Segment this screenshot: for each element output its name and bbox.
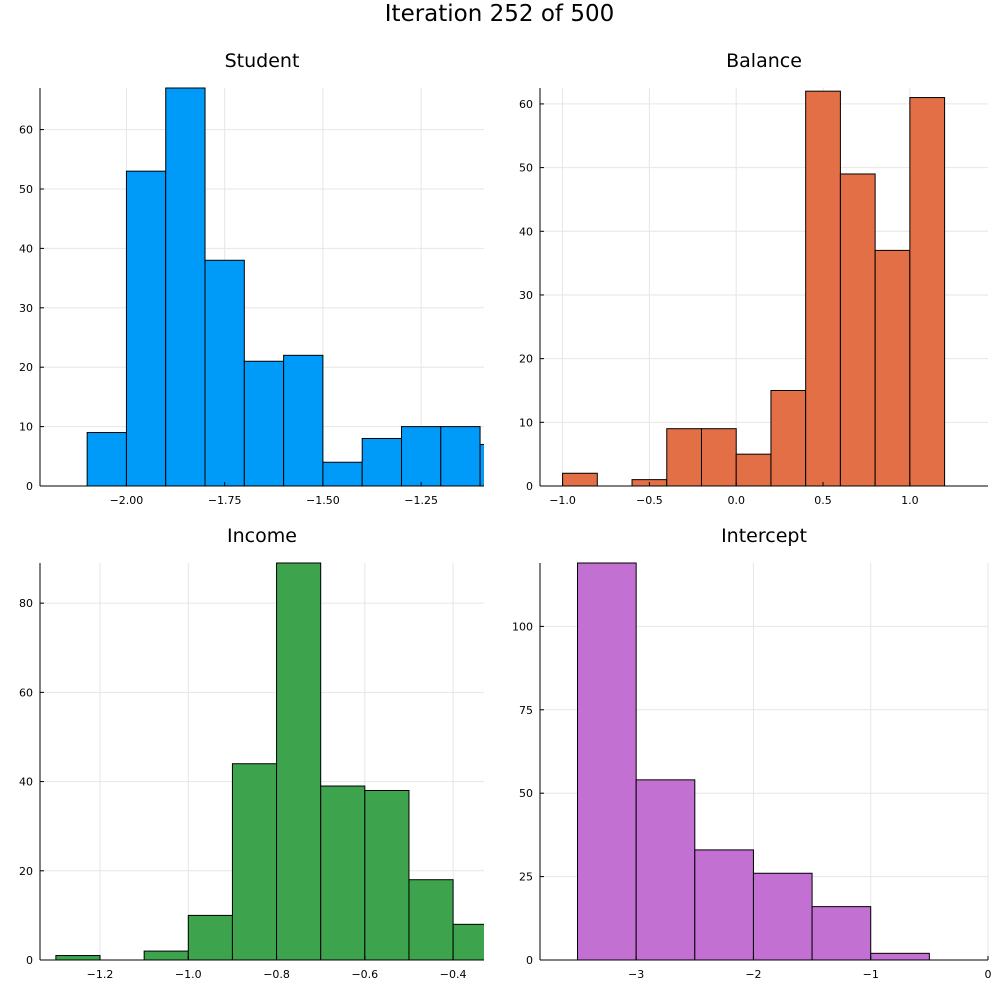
y-tick-label: 10 [19,421,33,434]
y-tick-label: 60 [19,124,33,137]
histogram-bar [635,779,696,960]
histogram-bar [700,428,737,486]
y-tick-label: 60 [519,98,533,111]
histogram-bar [276,562,322,960]
x-tick-label: −1 [863,968,879,981]
x-tick-label: −3 [628,968,644,981]
y-tick-label: 20 [19,361,33,374]
x-tick-label: −1.50 [306,494,340,507]
x-tick-label: −1.2 [87,968,114,981]
y-tick-label: 40 [19,242,33,255]
histogram-bar [361,437,402,486]
figure-title: Iteration 252 of 500 [384,1,615,27]
y-tick-label: 0 [26,954,33,967]
y-tick-label: 0 [26,480,33,493]
histogram-bar [55,955,101,960]
y-tick-label: 25 [519,871,533,884]
y-tick-label: 30 [519,289,533,302]
bars [577,562,930,960]
panel-title: Balance [726,50,802,72]
y-tick-label: 50 [519,162,533,175]
y-tick-label: 50 [19,183,33,196]
x-tick-label: −1.0 [549,494,576,507]
bars [55,562,484,960]
histogram-bar [364,789,410,960]
histogram-bar [243,360,285,486]
x-tick-label: −0.6 [351,968,378,981]
histogram-balance: −1.0 −0.5 0.0 0.5 1.0 0 10 20 30 40 50 60 Balance [519,50,988,507]
histogram-bar [479,443,484,486]
histogram-bar [125,170,167,486]
y-tick-label: 40 [519,225,533,238]
x-tick-label: 0.5 [814,494,832,507]
histogram-bar [562,472,598,486]
x-tick-label: 1.0 [901,494,919,507]
y-tick-label: 60 [19,686,33,699]
y-tick-label: 10 [519,416,533,429]
x-tick-label: −1.25 [404,494,438,507]
histogram-bar [320,785,366,960]
bars [562,90,946,486]
histogram-bar [909,97,946,486]
histogram-bar [408,879,454,960]
histogram-bar [143,950,189,960]
x-tick-label: −0.5 [636,494,663,507]
histogram-bar [400,426,442,486]
histogram-bar [870,952,930,960]
x-tick-label: −2 [745,968,761,981]
histogram-bar [577,562,637,960]
histogram-bar [283,354,324,486]
histogram-bar [694,849,754,960]
x-tick-label: 0.0 [727,494,745,507]
y-tick-label: 80 [19,597,33,610]
histogram-bar [874,249,911,486]
histogram-bar [322,461,363,486]
panel-title: Income [227,525,297,547]
histogram-bar [770,389,807,486]
histogram-bar [440,426,481,486]
y-tick-label: 40 [19,776,33,789]
y-tick-label: 20 [519,353,533,366]
y-tick-label: 0 [526,954,533,967]
histogram-bar [86,432,127,486]
y-tick-label: 75 [519,704,533,717]
y-tick-label: 0 [526,480,533,493]
y-tick-label: 50 [519,787,533,800]
y-tick-label: 20 [19,865,33,878]
histogram-bar [666,428,702,486]
histogram-bar [204,259,245,486]
histogram-income: −1.2 −1.0 −0.8 −0.6 −0.4 0 20 40 60 80 Income [19,525,484,981]
x-tick-label: −1.0 [175,968,202,981]
histogram-bar [231,763,278,960]
y-tick-label: 100 [512,620,533,633]
x-tick-label: 0 [985,968,992,981]
histogram-student: −2.00 −1.75 −1.50 −1.25 0 10 20 30 40 50 60 Student [19,50,484,507]
panel-title: Intercept [721,525,807,547]
x-tick-label: −0.8 [263,968,290,981]
bars [86,87,484,486]
histogram-bar [452,923,484,960]
panel-title: Student [225,50,300,72]
x-tick-label: −2.00 [110,494,144,507]
histogram-bar [811,906,872,960]
histogram-bar [805,90,841,486]
x-tick-label: −1.75 [208,494,242,507]
histogram-bar [752,872,813,960]
histogram-bar [839,173,876,486]
histogram-bar [165,87,206,486]
histogram-intercept: −3 −2 −1 0 0 25 50 75 100 Intercept [512,525,992,981]
histogram-bar [187,914,233,960]
x-tick-label: −0.4 [440,968,467,981]
histogram-bar [735,453,772,486]
y-tick-label: 30 [19,302,33,315]
